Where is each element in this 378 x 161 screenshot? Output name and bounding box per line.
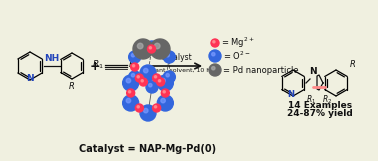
Circle shape (131, 74, 135, 77)
Circle shape (213, 41, 215, 43)
Circle shape (163, 91, 165, 93)
Text: $R_2$: $R_2$ (128, 59, 139, 71)
Text: N: N (288, 90, 294, 99)
Circle shape (209, 50, 221, 62)
Circle shape (132, 65, 135, 67)
Text: Catalyst = NAP-Mg-Pd(0): Catalyst = NAP-Mg-Pd(0) (79, 144, 217, 154)
Text: R: R (350, 60, 356, 69)
Circle shape (137, 76, 139, 78)
Text: = Pd nanoparticle: = Pd nanoparticle (223, 66, 299, 75)
Circle shape (147, 45, 155, 53)
Circle shape (146, 81, 158, 93)
Circle shape (127, 89, 135, 97)
Circle shape (212, 52, 215, 56)
Circle shape (126, 78, 131, 83)
Text: oxidant, solvent, 10 h: oxidant, solvent, 10 h (143, 68, 211, 73)
Circle shape (156, 78, 165, 86)
Text: N: N (309, 66, 317, 76)
Circle shape (137, 43, 143, 49)
Circle shape (166, 53, 169, 57)
Circle shape (140, 65, 156, 81)
Text: NH: NH (44, 54, 60, 63)
Circle shape (150, 39, 170, 59)
Circle shape (161, 78, 165, 83)
Circle shape (149, 84, 152, 87)
Text: = O$^{2-}$: = O$^{2-}$ (223, 50, 251, 62)
Circle shape (149, 43, 152, 47)
Circle shape (166, 74, 169, 77)
Circle shape (158, 80, 161, 82)
Circle shape (153, 74, 161, 82)
Circle shape (135, 74, 143, 82)
Circle shape (137, 106, 139, 108)
Text: 14 Examples: 14 Examples (288, 101, 352, 110)
Text: $R_1$: $R_1$ (92, 59, 104, 71)
Circle shape (149, 47, 152, 49)
Circle shape (153, 104, 161, 112)
Circle shape (141, 80, 143, 82)
Circle shape (133, 39, 153, 59)
Circle shape (155, 76, 156, 78)
Circle shape (131, 63, 139, 71)
Circle shape (135, 104, 143, 112)
Circle shape (144, 108, 148, 113)
Text: 24-87% yield: 24-87% yield (287, 109, 353, 118)
Text: N: N (26, 74, 34, 82)
Text: Catalyst: Catalyst (161, 53, 192, 62)
Circle shape (123, 75, 139, 91)
Circle shape (129, 51, 141, 63)
Circle shape (140, 105, 156, 121)
Circle shape (155, 106, 156, 108)
Circle shape (139, 78, 147, 86)
Circle shape (209, 64, 221, 76)
Circle shape (212, 66, 215, 70)
Circle shape (144, 68, 148, 73)
Text: R: R (69, 82, 75, 91)
Circle shape (211, 39, 219, 47)
Circle shape (123, 95, 139, 111)
Circle shape (157, 95, 174, 111)
Circle shape (163, 71, 175, 83)
Circle shape (146, 41, 158, 53)
Circle shape (126, 98, 131, 103)
Circle shape (129, 91, 131, 93)
Text: = Mg$^{2+}$: = Mg$^{2+}$ (221, 36, 255, 50)
Circle shape (163, 51, 175, 63)
Text: $R_2$: $R_2$ (322, 93, 332, 105)
Text: +: + (90, 60, 100, 72)
Circle shape (129, 71, 141, 83)
Circle shape (154, 43, 160, 49)
Text: $R_1$: $R_1$ (306, 93, 316, 105)
Circle shape (161, 89, 169, 97)
Circle shape (131, 53, 135, 57)
Circle shape (161, 98, 165, 103)
Circle shape (157, 75, 174, 91)
